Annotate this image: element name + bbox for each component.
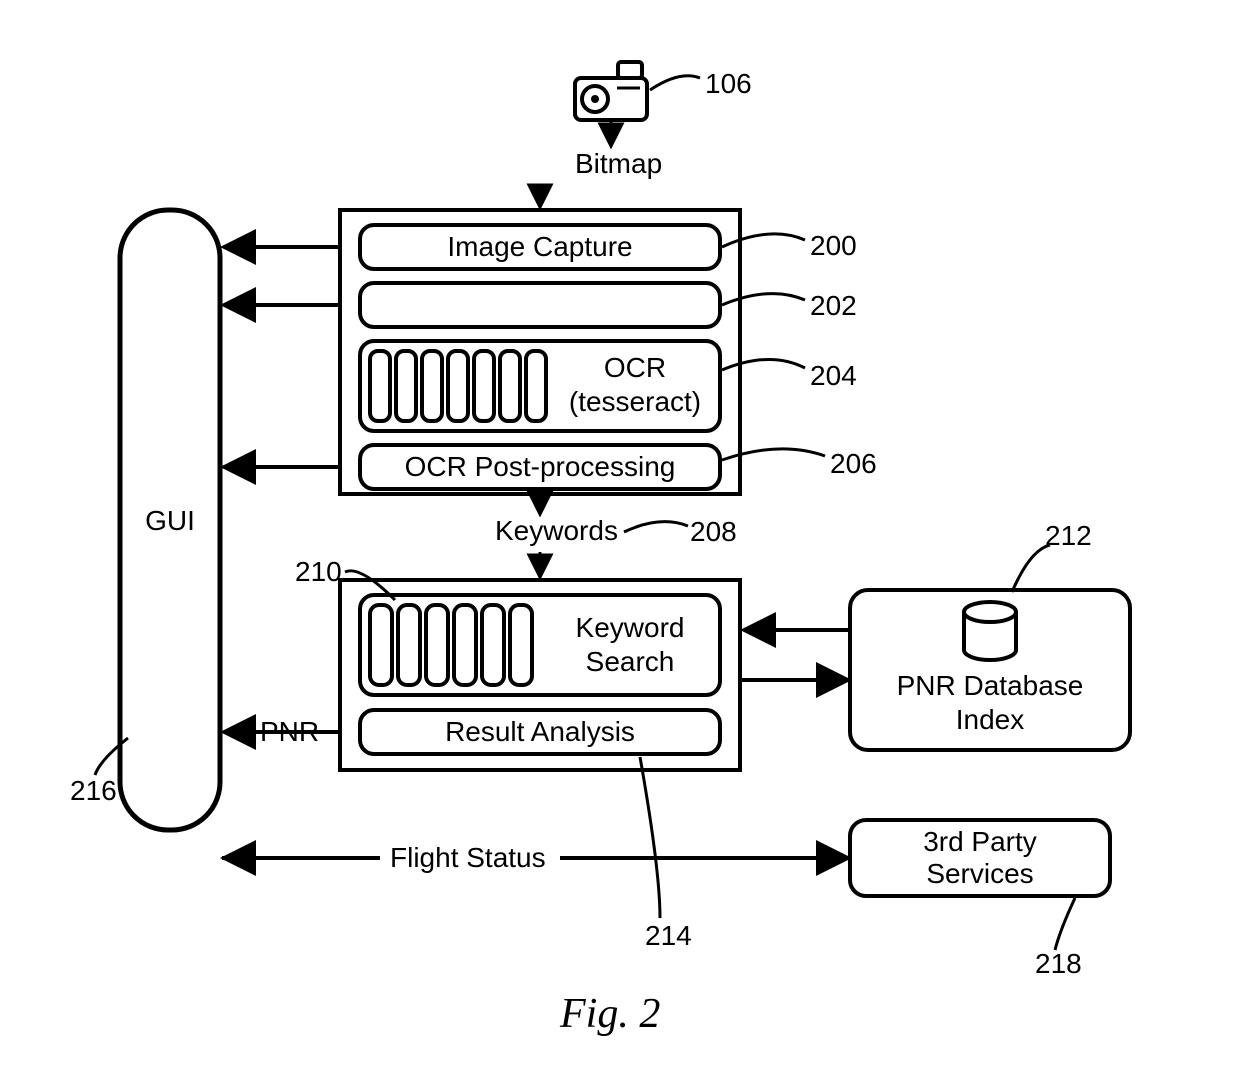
- callout-202-line: [722, 294, 805, 305]
- callout-208: 208: [690, 516, 737, 548]
- pnr-db-label-2: Index: [850, 704, 1130, 736]
- camera-icon: [575, 62, 647, 120]
- callout-218-line: [1055, 898, 1075, 950]
- figure-caption: Fig. 2: [560, 990, 660, 1038]
- callout-212-line: [1012, 545, 1050, 592]
- callout-204: 204: [810, 360, 857, 392]
- callout-206: 206: [830, 448, 877, 480]
- callout-210: 210: [295, 556, 342, 588]
- callout-106-line: [650, 76, 700, 90]
- pnr-db-label-1: PNR Database: [850, 670, 1130, 702]
- kw-search-label-2: Search: [545, 646, 715, 678]
- ocr-label-2: (tesseract): [555, 386, 715, 418]
- kw-bars: [370, 605, 532, 685]
- callout-208-line: [624, 522, 688, 532]
- callout-202: 202: [810, 290, 857, 322]
- gui-label: GUI: [140, 505, 200, 537]
- callout-200: 200: [810, 230, 857, 262]
- ocr-post-label: OCR Post-processing: [360, 451, 720, 483]
- ocr-label-1: OCR: [555, 352, 715, 384]
- keywords-label: Keywords: [495, 515, 618, 547]
- flight-status-label: Flight Status: [390, 842, 546, 874]
- third-party-label-1: 3rd Party: [850, 826, 1110, 858]
- callout-206-line: [722, 449, 825, 460]
- pnr-edge-label: PNR: [260, 716, 319, 748]
- callout-204-line: [722, 359, 805, 370]
- image-capture-label: Image Capture: [360, 231, 720, 263]
- callout-106: 106: [705, 68, 752, 100]
- callout-214-line: [640, 757, 660, 918]
- keyword-search-node: [360, 595, 720, 695]
- callout-212: 212: [1045, 520, 1092, 552]
- kw-search-label-1: Keyword: [545, 612, 715, 644]
- callout-216: 216: [70, 775, 117, 807]
- callout-200-line: [722, 234, 805, 247]
- result-label: Result Analysis: [360, 716, 720, 748]
- database-icon: [964, 602, 1016, 660]
- callout-218: 218: [1035, 948, 1082, 980]
- ocr-bars: [370, 351, 546, 421]
- third-party-label-2: Services: [850, 858, 1110, 890]
- callout-216-line: [95, 738, 128, 775]
- bitmap-label: Bitmap: [575, 148, 662, 180]
- blank-row-node: [360, 283, 720, 327]
- callout-214: 214: [645, 920, 692, 952]
